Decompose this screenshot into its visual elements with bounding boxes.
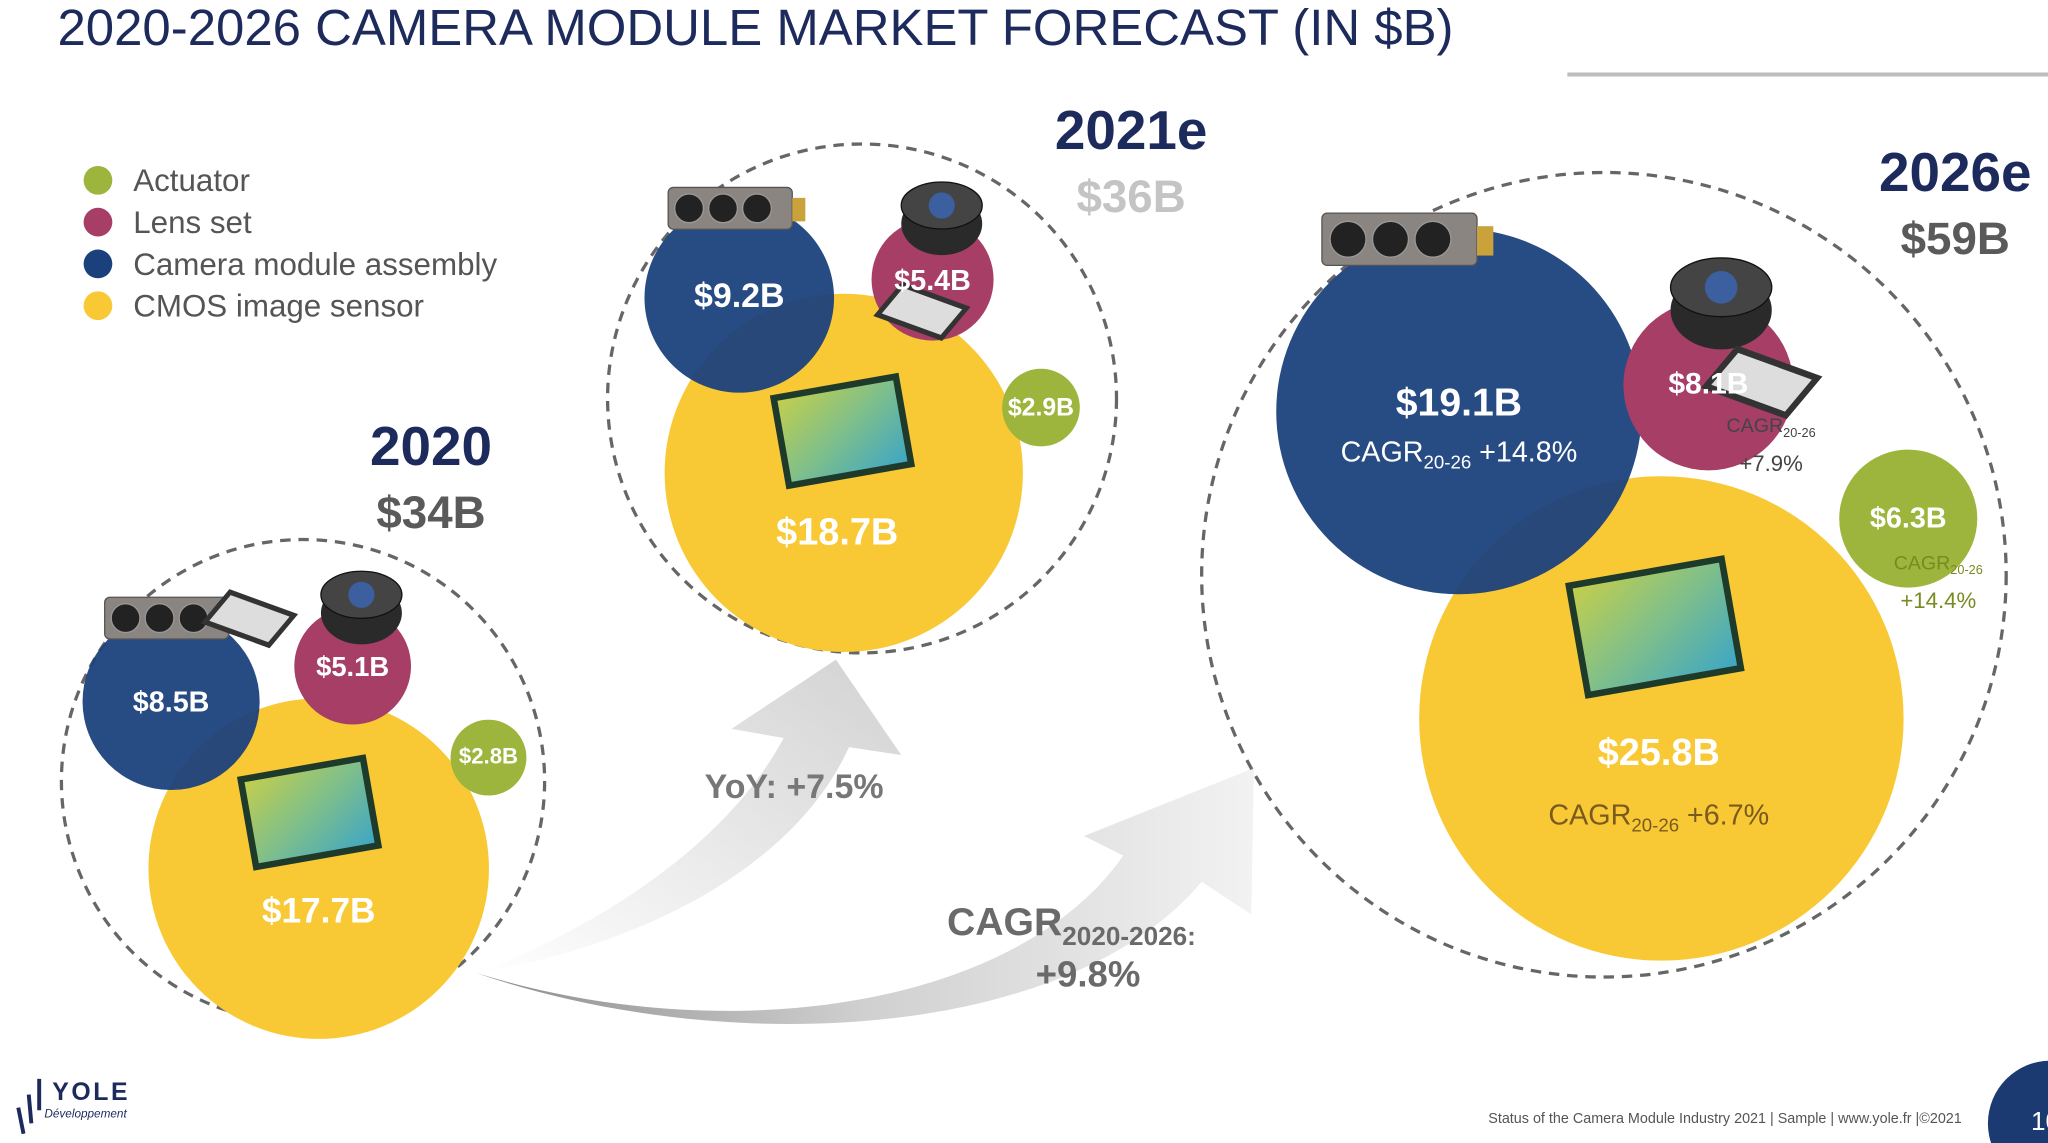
- icon-lens-glass: [1704, 270, 1738, 304]
- legend-swatch: [83, 165, 113, 195]
- cagr-text: CAGR20-26: [1894, 552, 1983, 577]
- cagr-sub: 20-26: [1424, 451, 1472, 472]
- year-label: 2020: [370, 415, 492, 477]
- cagr-label: CAGR: [1727, 415, 1784, 437]
- total-circle: [605, 142, 1119, 655]
- bubble-label: $2.9B: [1008, 394, 1074, 421]
- icon-camera-lens: [178, 603, 209, 634]
- bubble: [82, 612, 260, 791]
- bubble-label: $19.1B: [1396, 381, 1522, 424]
- bubble-label: $5.1B: [316, 651, 389, 682]
- cagr-label: CAGR: [1341, 436, 1424, 468]
- icon-camera-lens: [674, 193, 705, 224]
- icon-sensor: [1565, 555, 1745, 699]
- legend-label: Lens set: [133, 205, 252, 240]
- arrow-yoy: [476, 659, 902, 974]
- cagr-label: CAGR: [1894, 552, 1951, 574]
- cagr-value: +14.4%: [1900, 588, 1976, 613]
- logo-sub: Développement: [44, 1107, 127, 1120]
- bubble: [1839, 449, 1978, 588]
- bubble-label: $18.7B: [776, 511, 898, 553]
- logo-mark: [16, 1078, 42, 1135]
- group: 2021e $36B $2.9B $5.4B $9.2B $18.7B: [605, 99, 1208, 655]
- total-label: $34B: [376, 487, 485, 538]
- bubble: [1002, 368, 1080, 447]
- total-circle: [1200, 170, 2008, 979]
- logo-text: YOLE: [52, 1079, 130, 1106]
- legend-label: CMOS image sensor: [133, 289, 424, 324]
- bubble: [644, 203, 835, 393]
- title: 2020-2026 CAMERA MODULE MARKET FORECAST …: [57, 0, 1453, 56]
- arrow-label: YoY: +7.5%: [705, 768, 884, 806]
- icon-sensor: [236, 754, 383, 871]
- icon-lens-glass: [348, 581, 375, 608]
- bubble: [1419, 476, 1904, 961]
- bubble-label: $25.8B: [1598, 732, 1720, 774]
- footer-note: Status of the Camera Module Industry 202…: [1488, 1111, 1962, 1127]
- year-label: 2026e: [1879, 141, 2032, 203]
- group: 2026e$59B$6.3BCAGR20-26+14.4%$8.1BCAGR20…: [1200, 141, 2032, 979]
- bubble-label: $8.5B: [133, 687, 210, 719]
- icon-sensor: [769, 372, 916, 490]
- icon-camera-lens: [1414, 220, 1452, 258]
- bubbles: 2020 $34B $2.8B $5.1B $8.5B $17.7B 2021e $36B $2…: [59, 99, 2032, 1039]
- bubble-label: $6.3B: [1870, 503, 1947, 535]
- arrow-cagr: [476, 768, 1254, 1025]
- legend-label: Actuator: [133, 163, 250, 198]
- icon-camera-lens: [1371, 220, 1410, 258]
- icon-actuator: [1700, 345, 1823, 420]
- icon-camera-flex: [1477, 226, 1494, 256]
- legend-swatch: [83, 207, 113, 237]
- page-number: 10: [2031, 1106, 2048, 1136]
- cagr-value: +14.8%: [1479, 436, 1577, 468]
- bubble-label: $8.1B: [1668, 367, 1748, 400]
- cagr-text: CAGR20-26 +6.7%: [1548, 799, 1769, 835]
- logo: YOLE Développement: [16, 1078, 130, 1135]
- total-label: $59B: [1901, 213, 2010, 264]
- bubble-label: $5.4B: [894, 265, 971, 297]
- bubble: [148, 698, 489, 1039]
- cagr-label: CAGR: [1548, 799, 1631, 831]
- legend-swatch: [83, 249, 113, 279]
- bubble-label: $2.8B: [459, 743, 518, 768]
- year-label: 2021e: [1055, 99, 1208, 161]
- cagr-sub: 20-26: [1783, 425, 1816, 440]
- bubble-label: $17.7B: [262, 891, 376, 930]
- cagr-sub: 20-26: [1631, 814, 1679, 835]
- bubble-label: $9.2B: [694, 277, 785, 315]
- icon-camera-lens: [110, 603, 141, 634]
- bubble: [450, 719, 527, 796]
- icon-camera-flex: [792, 197, 806, 222]
- cagr-text: CAGR20-26 +14.8%: [1341, 436, 1578, 472]
- total-circle: [59, 537, 547, 1025]
- icon-lens-glass: [928, 192, 955, 219]
- arrow-cagr-value: +9.8%: [1036, 954, 1141, 995]
- icon-camera-lens: [741, 193, 773, 224]
- cagr-sub: 20-26: [1950, 563, 1983, 578]
- arrow-cagr-label: CAGR: [947, 901, 1062, 944]
- legend-label: Camera module assembly: [133, 247, 497, 282]
- arrow-label: CAGR2020-2026:: [947, 901, 1196, 951]
- icon-actuator: [873, 281, 971, 341]
- icon-actuator: [200, 589, 299, 649]
- cagr-value: +6.7%: [1687, 799, 1769, 831]
- page-badge: [1987, 1060, 2048, 1143]
- icon-camera-lens: [144, 603, 175, 634]
- legend-swatch: [83, 291, 113, 321]
- total-label: $36B: [1076, 171, 1185, 222]
- cagr-text: CAGR20-26: [1727, 415, 1816, 440]
- arrow-cagr-sub: 2020-2026:: [1062, 921, 1196, 951]
- group: 2020 $34B $2.8B $5.1B $8.5B $17.7B: [59, 415, 547, 1039]
- icon-camera-lens: [708, 193, 739, 224]
- bubble: [1276, 228, 1642, 595]
- icon-camera-lens: [1329, 220, 1367, 258]
- cagr-value: +7.9%: [1739, 451, 1803, 476]
